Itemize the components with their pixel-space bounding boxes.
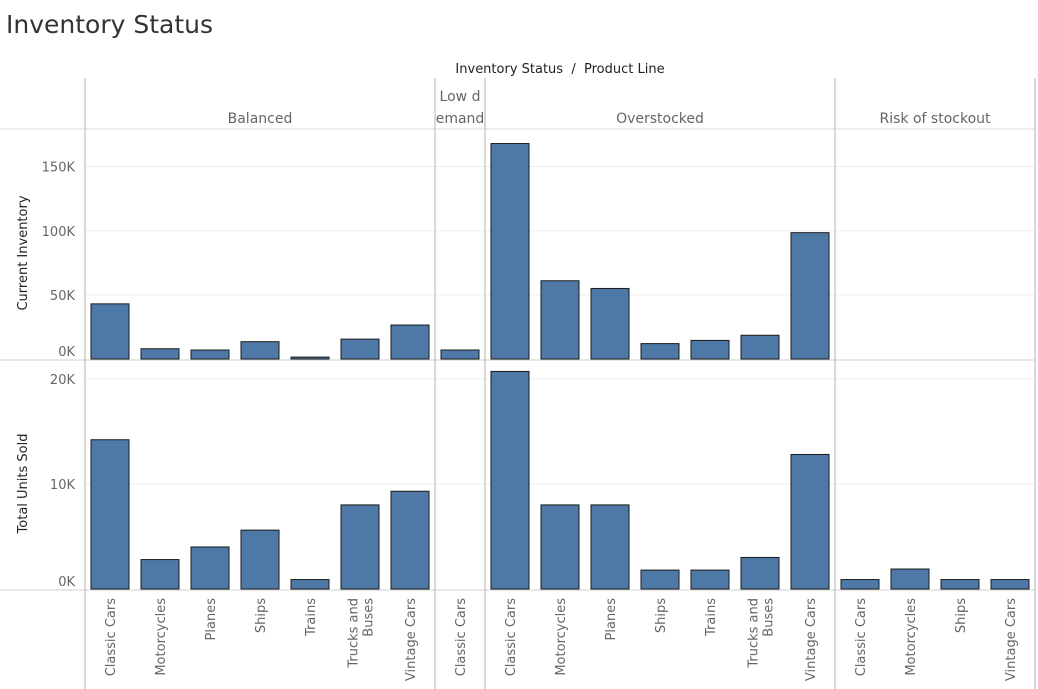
bar (340, 504, 380, 590)
y-tick-label: 50K (50, 289, 76, 304)
bar (690, 339, 730, 360)
category-label: Vintage Cars (1004, 598, 1019, 681)
bar (440, 349, 480, 360)
category-label: Classic Cars (504, 598, 519, 676)
pane-header-2: Overstocked (616, 111, 704, 127)
category-label: Planes (204, 598, 219, 641)
y-axis-title: Current Inventory (16, 195, 31, 310)
category-label: Trucks and (747, 598, 762, 669)
category-label: Buses (762, 598, 777, 637)
bar (990, 579, 1030, 590)
bar (290, 579, 330, 590)
bar (540, 280, 580, 360)
bar (540, 504, 580, 590)
bar (190, 546, 230, 590)
category-label: Vintage Cars (804, 598, 819, 681)
bar (240, 341, 280, 360)
bar (90, 303, 130, 360)
category-label: Planes (604, 598, 619, 641)
y-tick-label: 10K (50, 478, 76, 493)
bar (490, 370, 530, 590)
pane-header-1: emand (436, 111, 485, 127)
bar (190, 349, 230, 360)
y-tick-label: 0K (58, 345, 75, 360)
category-label: Trucks and (347, 598, 362, 669)
category-label: Trains (704, 598, 719, 637)
category-label: Motorcycles (154, 598, 169, 676)
bar (940, 579, 980, 590)
y-tick-label: 100K (42, 225, 76, 240)
category-label: Vintage Cars (404, 598, 419, 681)
bar (490, 143, 530, 360)
bar (390, 490, 430, 590)
dashboard-title: Inventory Status (6, 10, 214, 39)
category-label: Buses (362, 598, 377, 637)
category-label: Ships (654, 598, 669, 633)
category-label: Classic Cars (854, 598, 869, 676)
category-label: Ships (954, 598, 969, 633)
category-label: Motorcycles (904, 598, 919, 676)
bar (90, 439, 130, 590)
bar (340, 338, 380, 360)
bar (290, 356, 330, 360)
y-tick-label: 20K (50, 373, 76, 388)
column-header: Inventory Status / Product Line (455, 62, 664, 77)
bar (640, 569, 680, 590)
bar (890, 568, 930, 590)
bar (690, 569, 730, 590)
bar (240, 529, 280, 590)
bar (790, 453, 830, 590)
bar (590, 287, 630, 360)
y-tick-label: 150K (42, 161, 76, 176)
y-tick-label: 0K (58, 575, 75, 590)
bar (740, 556, 780, 590)
pane-header-0: Balanced (228, 111, 293, 127)
bar (740, 334, 780, 360)
category-label: Trains (304, 598, 319, 637)
bar (140, 559, 180, 590)
pane-header-1: Low d (440, 89, 481, 105)
category-label: Classic Cars (104, 598, 119, 676)
bar (840, 579, 880, 590)
bar (140, 348, 180, 360)
bar (640, 343, 680, 360)
category-label: Classic Cars (454, 598, 469, 676)
pane-header-3: Risk of stockout (880, 111, 992, 127)
bar (590, 504, 630, 590)
bar (790, 232, 830, 360)
y-axis-title: Total Units Sold (16, 434, 31, 535)
category-label: Ships (254, 598, 269, 633)
bar (390, 324, 430, 360)
category-label: Motorcycles (554, 598, 569, 676)
